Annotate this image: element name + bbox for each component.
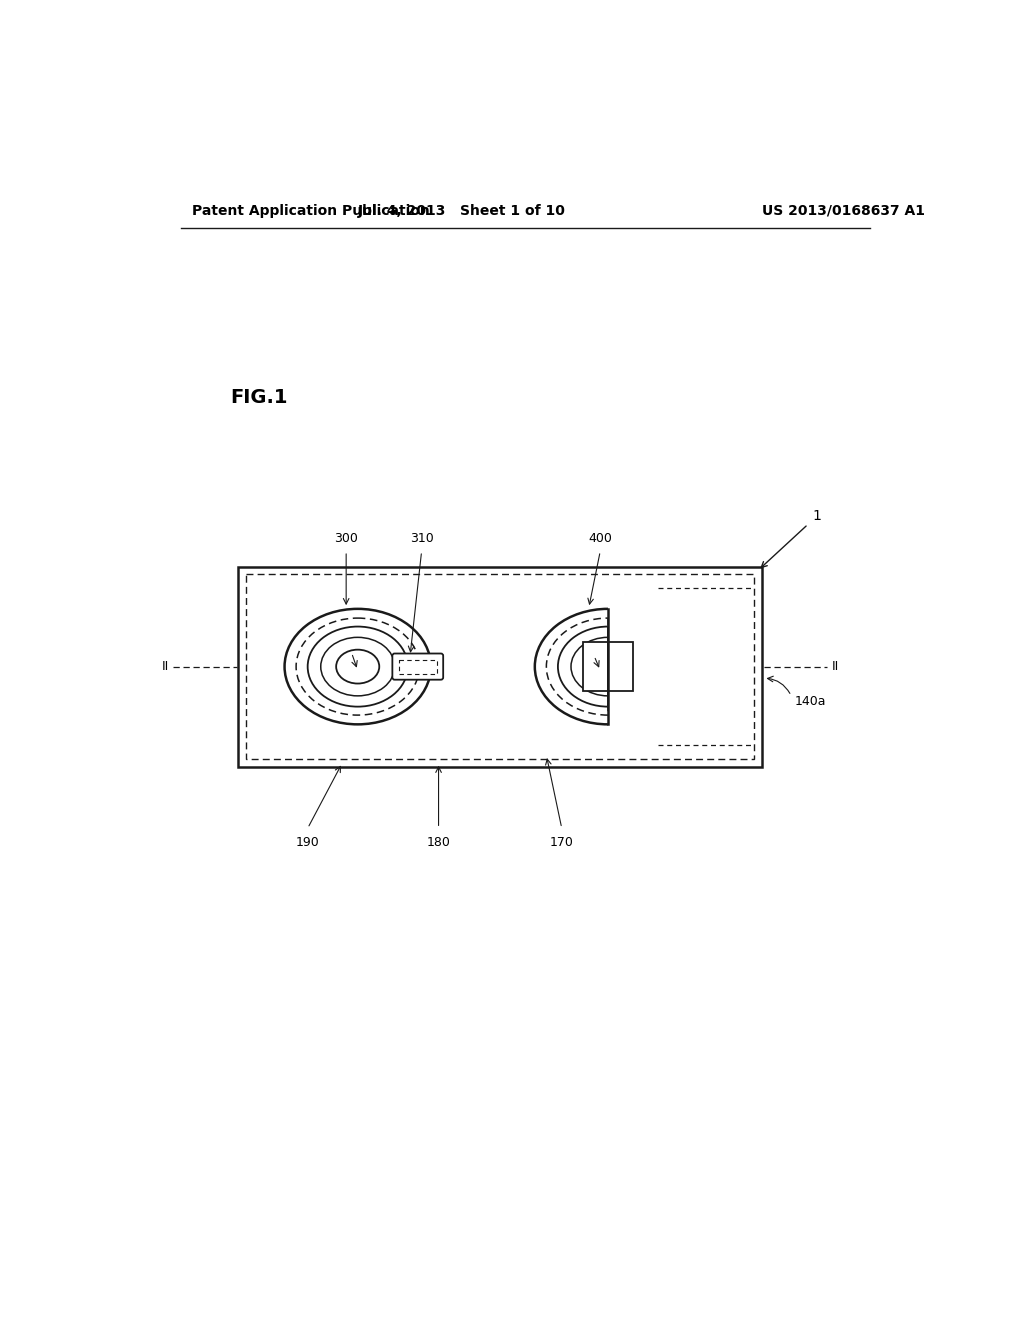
Text: US 2013/0168637 A1: US 2013/0168637 A1 (762, 203, 925, 218)
FancyBboxPatch shape (392, 653, 443, 680)
Bar (584, 642, 633, 692)
Text: 300: 300 (334, 532, 358, 545)
Text: 400: 400 (589, 532, 612, 545)
Text: 170: 170 (550, 836, 573, 849)
Text: 1: 1 (812, 510, 821, 524)
Text: FIG.1: FIG.1 (230, 388, 288, 407)
Text: 310: 310 (410, 532, 433, 545)
Bar (239, 566, 762, 767)
Text: II: II (831, 660, 839, 673)
Text: Patent Application Publication: Patent Application Publication (193, 203, 430, 218)
Text: 180: 180 (427, 836, 451, 849)
Bar (246, 574, 755, 759)
Text: II: II (162, 660, 169, 673)
Text: 140a: 140a (795, 694, 825, 708)
Text: Jul. 4, 2013   Sheet 1 of 10: Jul. 4, 2013 Sheet 1 of 10 (357, 203, 565, 218)
Bar (398, 660, 437, 673)
Text: 190: 190 (296, 836, 319, 849)
